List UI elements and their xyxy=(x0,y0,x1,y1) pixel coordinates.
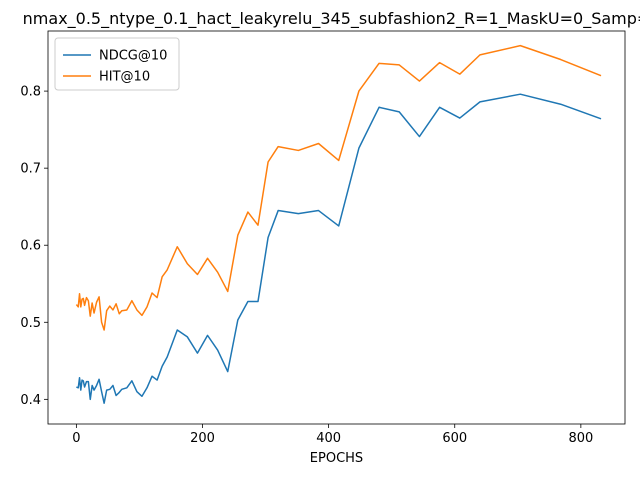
y-axis: 0.4 0.5 0.6 0.7 0.8 xyxy=(20,85,48,408)
series-layer xyxy=(75,44,602,404)
legend-box xyxy=(54,37,180,91)
y-tick-label: 0.8 xyxy=(20,85,41,100)
x-axis: 0 200 400 600 800 xyxy=(72,424,593,446)
series-line-hit xyxy=(75,44,602,331)
plot-area-frame xyxy=(47,30,626,425)
x-axis-label: EPOCHS xyxy=(310,451,363,466)
y-tick-label: 0.6 xyxy=(20,239,41,254)
series-line-ndcg xyxy=(76,93,602,404)
chart-title: nmax_0.5_ntype_0.1_hact_leakyrelu_345_su… xyxy=(23,9,640,29)
legend-entry-hit: HIT@10 xyxy=(99,70,150,85)
legend: NDCG@10 HIT@10 xyxy=(54,37,180,91)
y-tick-label: 0.4 xyxy=(20,393,41,408)
x-tick-label: 600 xyxy=(442,431,467,446)
y-tick-label: 0.5 xyxy=(20,316,41,331)
x-tick-label: 200 xyxy=(190,431,215,446)
x-tick-label: 800 xyxy=(568,431,593,446)
legend-entry-ndcg: NDCG@10 xyxy=(99,49,167,64)
x-tick-label: 400 xyxy=(316,431,341,446)
x-tick-label: 0 xyxy=(72,431,80,446)
y-tick-label: 0.7 xyxy=(20,162,41,177)
